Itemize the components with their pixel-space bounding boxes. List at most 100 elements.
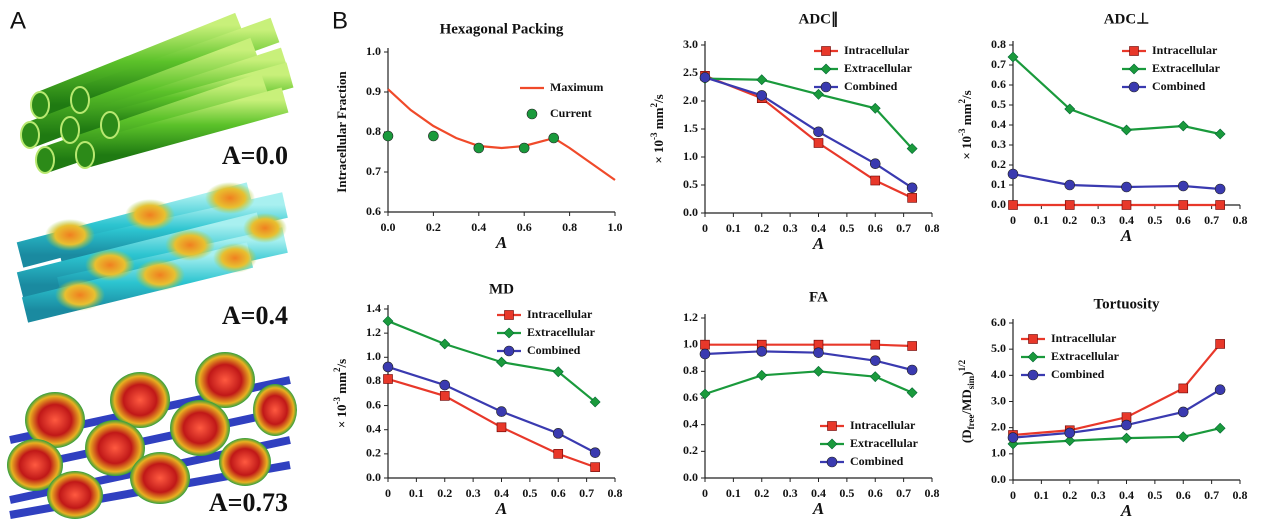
marker: [869, 158, 881, 170]
y-tick-label: 1.4: [366, 301, 381, 315]
y-axis-label-part: mm: [959, 103, 974, 128]
marker: [1007, 432, 1019, 443]
x-tick-label: 0.7: [1204, 488, 1219, 502]
marker: [552, 428, 564, 439]
chart-title: FA: [809, 289, 828, 305]
marker: [1007, 51, 1019, 63]
marker: [813, 138, 824, 148]
x-tick-label: 0.3: [1091, 213, 1106, 227]
y-axis-label-part: /s: [334, 359, 349, 369]
y-tick-label: 0.2: [683, 443, 698, 457]
y-axis-label-part: -3: [332, 396, 342, 404]
y-axis-label-part: 2: [957, 99, 967, 104]
marker: [496, 356, 507, 368]
marker: [869, 102, 881, 114]
y-tick-label: 0.2: [366, 446, 381, 460]
legend-marker: [1027, 369, 1039, 381]
y-tick-label: 0.6: [991, 77, 1006, 91]
y-tick-label: 0.4: [683, 416, 698, 430]
marker: [439, 379, 451, 391]
y-axis-label-part: /s: [651, 94, 666, 104]
series-line: [387, 377, 596, 469]
marker: [1177, 406, 1189, 418]
x-tick-label: 0.5: [839, 486, 854, 500]
series-line: [387, 88, 616, 181]
legend-label: Extracellular: [527, 325, 596, 339]
y-axis-label-part: × 10: [651, 140, 666, 164]
y-tick-label: 5.0: [991, 341, 1006, 355]
y-tick-label: 6.0: [991, 315, 1006, 329]
x-tick-label: 0.7: [896, 486, 911, 500]
x-tick-label: 0.4: [811, 486, 826, 500]
marker: [496, 422, 507, 433]
marker: [870, 339, 881, 350]
y-axis-label-part: free: [966, 415, 976, 430]
y-tick-label: 0.5: [683, 177, 698, 191]
x-tick-label: 0.2: [426, 220, 441, 234]
marker: [473, 142, 485, 154]
marker: [1064, 103, 1076, 115]
x-tick-label: 0: [702, 221, 708, 235]
marker: [1178, 200, 1189, 210]
marker: [589, 396, 601, 408]
panel-label: A: [10, 7, 26, 34]
marker: [383, 374, 393, 384]
series-line: [704, 74, 913, 199]
x-tick-label: 0: [1010, 488, 1016, 502]
y-tick-label: 0.1: [991, 177, 1006, 191]
marker: [1177, 120, 1189, 132]
x-tick-label: 0.0: [381, 220, 396, 234]
y-axis-label: × 10-3 mm2/s: [649, 94, 666, 163]
series-line: [1012, 388, 1221, 439]
marker: [869, 371, 881, 383]
caption: A=0.0: [222, 141, 288, 170]
y-axis-label: × 10-3 mm2/s: [332, 359, 349, 428]
marker: [1121, 181, 1132, 193]
marker: [1214, 422, 1226, 434]
y-tick-label: 0.0: [683, 205, 698, 219]
marker: [1214, 128, 1226, 140]
marker: [906, 182, 918, 194]
marker: [756, 346, 768, 357]
y-tick-label: 1.0: [683, 149, 698, 163]
y-tick-label: 0.6: [366, 204, 381, 218]
marker: [700, 339, 710, 350]
illustration-a0: [20, 12, 294, 174]
marker: [756, 90, 768, 101]
marker: [552, 366, 564, 378]
y-tick-label: 0.8: [683, 363, 698, 377]
y-tick-label: 2.0: [683, 93, 698, 107]
legend-marker: [827, 421, 837, 431]
y-tick-label: 0.6: [683, 390, 698, 404]
marker: [907, 193, 917, 203]
marker: [1178, 383, 1189, 394]
legend-label: Combined: [527, 343, 581, 357]
y-axis-label: Intracellular Fraction: [334, 71, 349, 193]
marker: [590, 462, 600, 472]
x-tick-label: 0.8: [925, 486, 940, 500]
y-axis-label-part: 2: [332, 367, 342, 372]
legend-marker: [820, 81, 832, 93]
y-tick-label: 0.9: [366, 84, 381, 98]
x-tick-label: 0.1: [726, 486, 741, 500]
y-tick-label: 1.2: [366, 325, 381, 339]
marker: [756, 369, 768, 381]
marker: [1214, 183, 1226, 195]
x-tick-label: 0.3: [466, 486, 481, 500]
x-axis-label: A: [812, 499, 824, 518]
y-axis-label-part: /MD: [959, 389, 974, 415]
y-tick-label: 0.8: [991, 37, 1006, 51]
x-tick-label: 0.8: [608, 486, 623, 500]
x-tick-label: 0.4: [1119, 488, 1134, 502]
legend-marker: [504, 310, 514, 320]
marker: [496, 406, 507, 417]
legend-label: Extracellular: [1152, 61, 1221, 75]
y-axis-label-part: -3: [649, 132, 659, 140]
y-tick-label: 1.2: [683, 310, 698, 324]
y-axis-label-part: sim: [966, 375, 976, 389]
legend-label: Extracellular: [844, 61, 913, 75]
x-axis-label: A: [812, 234, 824, 253]
x-tick-label: 0.6: [1176, 488, 1191, 502]
x-axis-label: A: [495, 233, 507, 252]
marker: [548, 132, 560, 144]
